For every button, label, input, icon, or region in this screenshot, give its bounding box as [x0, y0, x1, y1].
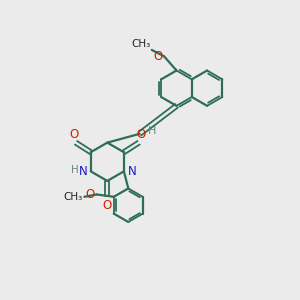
- Text: N: N: [128, 165, 136, 178]
- Text: O: O: [86, 188, 95, 201]
- Text: CH₃: CH₃: [131, 39, 150, 49]
- Text: O: O: [103, 199, 112, 212]
- Text: H: H: [71, 165, 78, 175]
- Text: O: O: [136, 128, 146, 141]
- Text: CH₃: CH₃: [64, 192, 83, 202]
- Text: O: O: [153, 50, 163, 63]
- Text: N: N: [78, 165, 87, 178]
- Text: H: H: [148, 126, 156, 136]
- Text: O: O: [69, 128, 78, 141]
